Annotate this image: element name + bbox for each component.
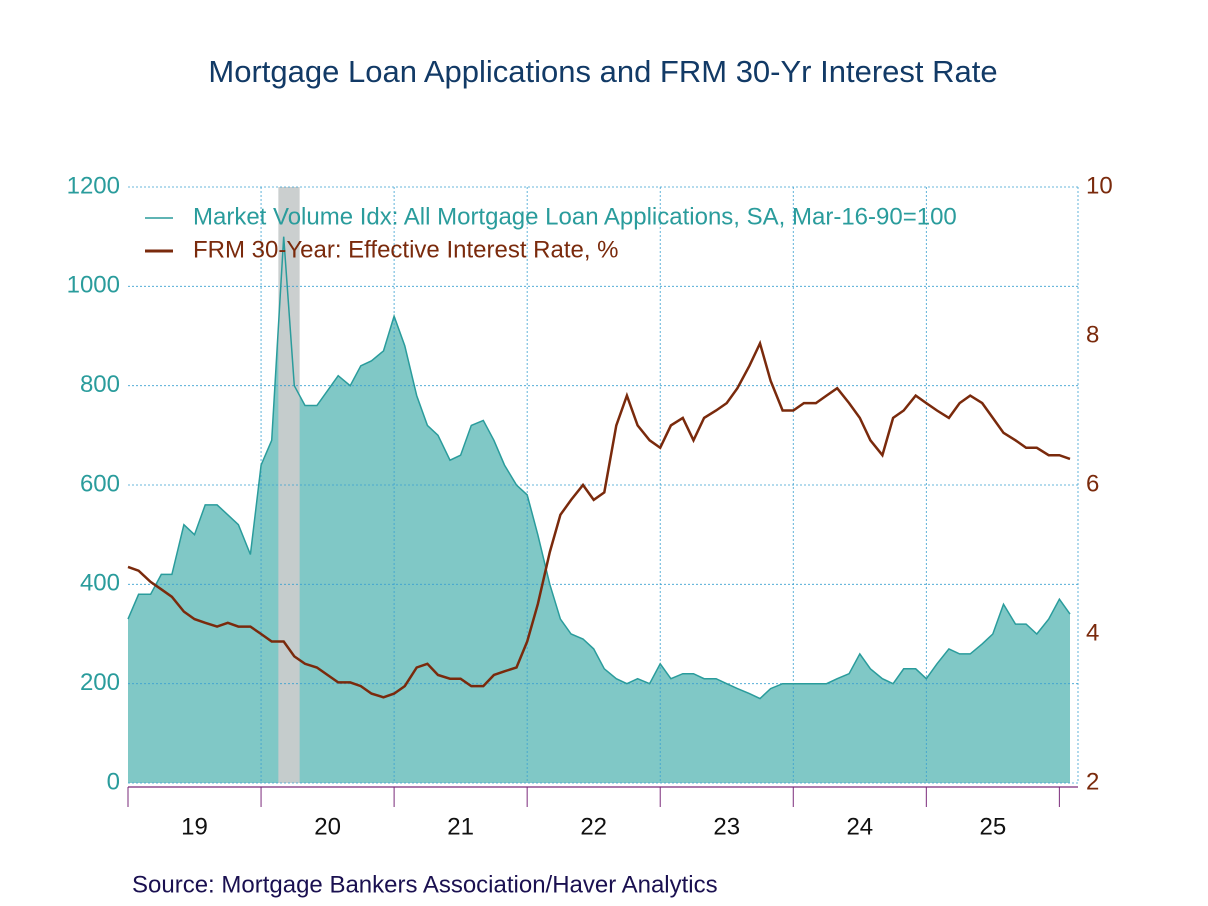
y2-tick-label: 8 bbox=[1086, 321, 1099, 348]
x-tick-label: 23 bbox=[713, 813, 740, 840]
y-tick-label: 1000 bbox=[67, 272, 120, 299]
y2-tick-label: 4 bbox=[1086, 619, 1099, 646]
legend-label: FRM 30-Year: Effective Interest Rate, % bbox=[193, 236, 619, 263]
y-tick-label: 800 bbox=[80, 371, 120, 398]
y-tick-label: 600 bbox=[80, 470, 120, 497]
x-tick-label: 25 bbox=[979, 813, 1006, 840]
y-tick-label: 400 bbox=[80, 570, 120, 597]
y2-tick-label: 10 bbox=[1086, 172, 1113, 199]
y2-tick-label: 6 bbox=[1086, 470, 1099, 497]
source-note: Source: Mortgage Bankers Association/Hav… bbox=[132, 871, 718, 898]
x-tick-label: 19 bbox=[181, 813, 208, 840]
y-tick-label: 1200 bbox=[67, 172, 120, 199]
legend-label: Market Volume Idx: All Mortgage Loan App… bbox=[193, 203, 957, 230]
area-fill bbox=[128, 236, 1070, 783]
x-tick-label: 21 bbox=[447, 813, 474, 840]
series-line bbox=[127, 339, 1071, 699]
y-tick-label: 0 bbox=[107, 768, 120, 795]
y2-tick-label: 2 bbox=[1086, 768, 1099, 795]
chart-title: Mortgage Loan Applications and FRM 30-Yr… bbox=[208, 54, 997, 89]
y-tick-label: 200 bbox=[80, 669, 120, 696]
x-tick-label: 22 bbox=[580, 813, 607, 840]
series-line bbox=[127, 236, 1071, 700]
x-tick-label: 24 bbox=[846, 813, 873, 840]
x-tick-label: 20 bbox=[314, 813, 341, 840]
